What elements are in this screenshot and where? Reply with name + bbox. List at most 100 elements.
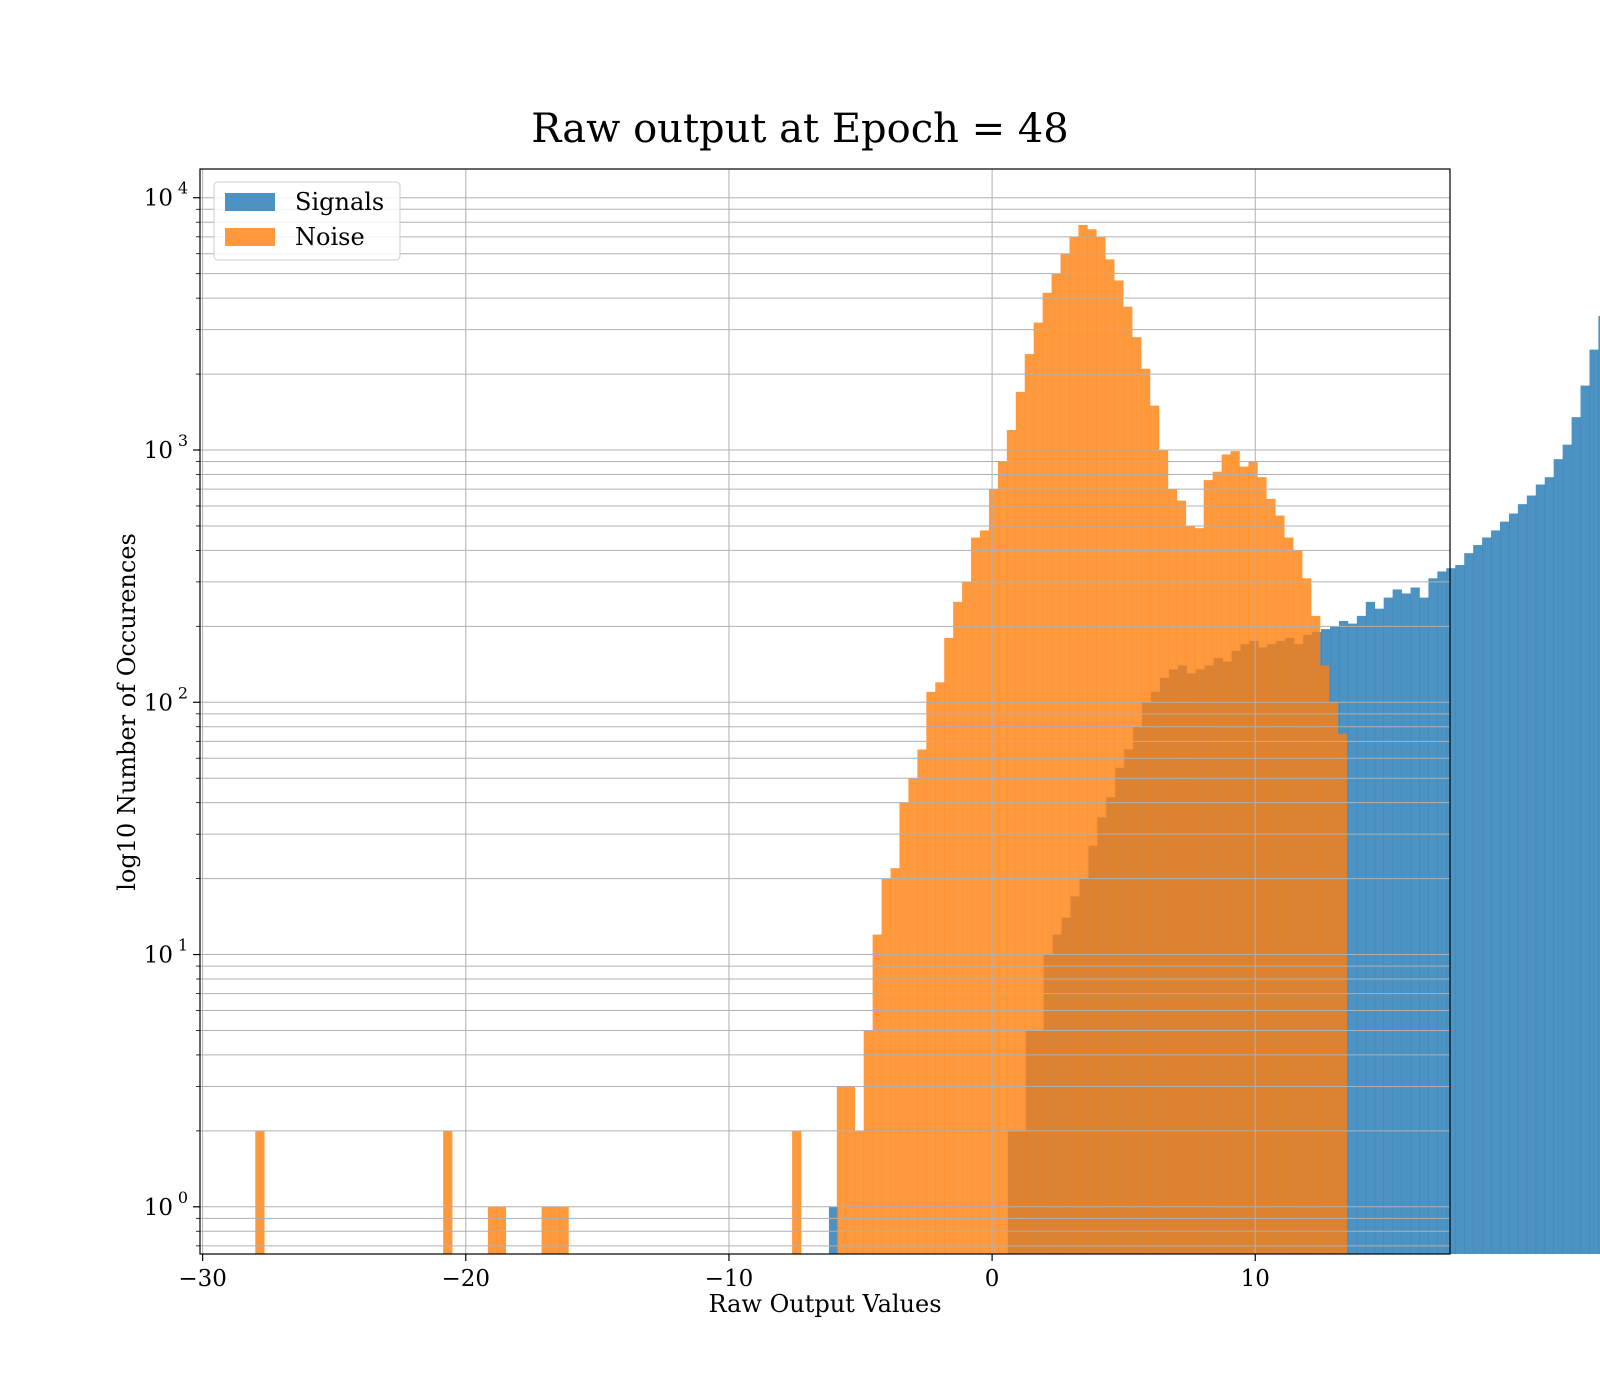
bar-signals (1589, 349, 1599, 1254)
bar-signals (1482, 537, 1492, 1254)
bar-noise (487, 1206, 498, 1254)
bar-noise (836, 1086, 847, 1254)
bar-noise (1320, 665, 1330, 1254)
legend-label-signals: Signals (295, 188, 384, 216)
y-axis: 10 0 10 1 10 2 10 3 10 4 (144, 179, 200, 1247)
bar-signals (1553, 459, 1563, 1254)
bar-noise (1042, 292, 1052, 1254)
bar-noise (953, 601, 963, 1254)
bar-signals (1392, 589, 1402, 1254)
bar-noise (255, 1130, 265, 1254)
bar-signals (1598, 315, 1600, 1254)
bar-noise (881, 878, 891, 1254)
bar-noise (1221, 454, 1231, 1255)
bar-noise (1230, 451, 1240, 1254)
bar-signals (1410, 587, 1420, 1254)
bar-noise (899, 802, 909, 1254)
bar-noise (1293, 550, 1303, 1254)
bar-noise (1141, 368, 1151, 1255)
bar-signals (1535, 484, 1546, 1254)
bar-signals (1562, 444, 1572, 1254)
bar-noise (1194, 528, 1204, 1254)
bar-noise (863, 1030, 873, 1254)
chart-title: Raw output at Epoch = 48 (531, 106, 1068, 152)
y-tick-exponent: 1 (178, 936, 188, 955)
bar-noise (1311, 615, 1321, 1254)
bar-noise (1078, 224, 1088, 1255)
bar-signals (1446, 568, 1456, 1254)
bar-noise (1176, 500, 1187, 1254)
bar-noise (1248, 461, 1258, 1254)
bar-noise (1212, 471, 1222, 1254)
bar-signals (1544, 477, 1554, 1255)
bar-signals (1508, 513, 1519, 1254)
bar-noise (1123, 306, 1133, 1254)
x-tick-label: −20 (442, 1266, 491, 1292)
bar-signals (1473, 545, 1483, 1254)
bar-signals (1491, 530, 1501, 1254)
x-tick-label: 0 (985, 1266, 1000, 1292)
y-tick-exponent: 4 (178, 179, 188, 198)
bar-signals (1401, 593, 1411, 1254)
bar-noise (1328, 702, 1339, 1254)
bar-noise (1114, 280, 1124, 1255)
bar-noise (559, 1206, 569, 1254)
bar-signals (1526, 495, 1537, 1254)
y-tick-label: 10 (144, 186, 173, 212)
bar-noise (1051, 273, 1061, 1254)
bar-noise (550, 1206, 560, 1254)
bar-noise (1060, 253, 1070, 1254)
bar-noise (1185, 525, 1196, 1254)
bar-noise (1203, 480, 1213, 1255)
bar-noise (854, 1130, 864, 1254)
bar-signals (1374, 608, 1384, 1254)
x-tick-label: −30 (178, 1266, 227, 1292)
bar-noise (1132, 337, 1142, 1255)
bar-noise (1158, 450, 1169, 1254)
y-tick-exponent: 2 (178, 683, 188, 702)
bar-signals (1347, 623, 1358, 1254)
bar-signals (1580, 385, 1590, 1254)
bar-noise (935, 682, 945, 1254)
bar-signals (1428, 578, 1438, 1254)
bar-noise (1284, 537, 1294, 1254)
bar-noise (1006, 430, 1017, 1254)
bar-signals (1356, 615, 1367, 1254)
bar-signals (1419, 597, 1429, 1254)
bar-noise (997, 461, 1008, 1254)
bar-signals (1571, 417, 1581, 1254)
bar-noise (1302, 578, 1312, 1254)
y-tick-label: 10 (144, 943, 173, 969)
legend-swatch-signals (225, 193, 275, 211)
bar-noise (1024, 354, 1034, 1255)
bar-noise (443, 1130, 453, 1254)
y-axis-label: log10 Number of Occurences (113, 533, 141, 891)
y-tick-label: 10 (144, 438, 173, 464)
bar-noise (1167, 489, 1178, 1255)
bar-noise (890, 868, 900, 1254)
legend: Signals Noise (213, 181, 401, 261)
x-axis-label: Raw Output Values (708, 1290, 941, 1318)
bar-noise (1105, 259, 1115, 1255)
bar-noise (792, 1130, 802, 1254)
bar-noise (1257, 477, 1267, 1255)
bar-signals (1383, 597, 1393, 1254)
bar-signals (1365, 601, 1376, 1254)
bar-noise (1015, 391, 1026, 1254)
bar-signals (828, 1206, 839, 1254)
y-tick-label: 10 (144, 690, 173, 716)
bar-noise (496, 1206, 507, 1254)
bar-signals (1500, 521, 1510, 1254)
bar-noise (1096, 236, 1106, 1254)
bar-noise (917, 749, 927, 1254)
x-tick-label: 10 (1241, 1266, 1270, 1292)
bar-noise (926, 691, 936, 1254)
bar-noise (988, 489, 999, 1255)
bar-signals (1455, 565, 1465, 1254)
bar-noise (845, 1086, 856, 1254)
y-tick-label: 10 (144, 1195, 173, 1221)
legend-swatch-noise (225, 228, 275, 246)
bar-noise (1239, 466, 1249, 1254)
